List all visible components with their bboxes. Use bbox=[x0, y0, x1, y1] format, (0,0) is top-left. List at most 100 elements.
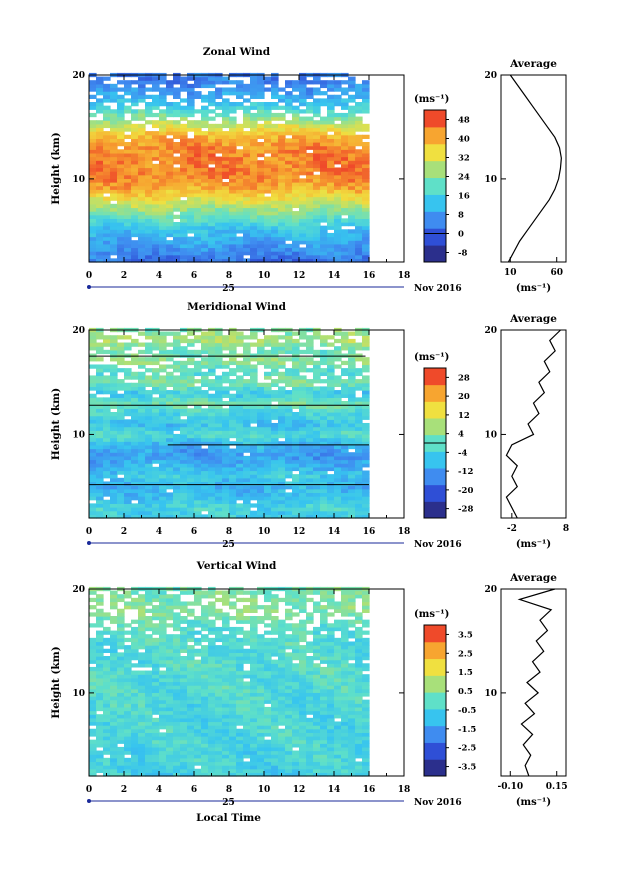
heatmap-cell bbox=[96, 174, 104, 179]
heatmap-cell bbox=[145, 703, 153, 708]
heatmap-cell bbox=[201, 692, 209, 697]
heatmap-cell bbox=[306, 192, 314, 198]
heatmap-cell bbox=[334, 94, 342, 99]
heatmap-cell bbox=[208, 364, 216, 369]
heatmap-cell bbox=[264, 761, 272, 766]
heatmap-cell bbox=[348, 444, 356, 450]
heatmap-cell bbox=[229, 470, 237, 475]
heatmap-cell bbox=[103, 444, 111, 450]
heatmap-cell bbox=[341, 728, 349, 733]
heatmap-cell bbox=[264, 123, 272, 129]
heatmap-cell bbox=[362, 382, 370, 387]
heatmap-cell bbox=[320, 728, 328, 733]
heatmap-cell bbox=[173, 185, 181, 190]
heatmap-cell bbox=[320, 496, 328, 501]
heatmap-cell bbox=[327, 743, 335, 748]
heatmap-cell bbox=[306, 160, 314, 165]
heatmap-cell bbox=[285, 426, 293, 431]
heatmap-cell bbox=[159, 404, 167, 409]
heatmap-cell bbox=[222, 507, 230, 512]
heatmap-cell bbox=[285, 459, 293, 464]
heatmap-cell bbox=[194, 152, 202, 158]
heatmap-cell bbox=[159, 507, 167, 512]
heatmap-cell bbox=[208, 346, 216, 351]
heatmap-cell bbox=[145, 419, 153, 424]
heatmap-cell bbox=[138, 232, 146, 238]
heatmap-cell bbox=[138, 688, 146, 693]
heatmap-cell bbox=[201, 725, 209, 730]
heatmap-cell bbox=[138, 91, 146, 96]
heatmap-cell bbox=[103, 717, 111, 723]
heatmap-cell bbox=[222, 142, 230, 147]
heatmap-cell bbox=[89, 688, 97, 693]
heatmap-cell bbox=[152, 430, 160, 435]
heatmap-cell bbox=[236, 677, 244, 683]
heatmap-cell bbox=[96, 514, 104, 519]
heatmap-cell bbox=[327, 765, 335, 770]
heatmap-cell bbox=[194, 364, 202, 369]
average-title: Average bbox=[509, 58, 557, 70]
heatmap-cell bbox=[271, 247, 279, 252]
heatmap-cell bbox=[138, 430, 146, 435]
heatmap-cell bbox=[229, 699, 237, 704]
heatmap-cell bbox=[257, 444, 265, 450]
heatmap-cell bbox=[355, 448, 363, 453]
heatmap-cell bbox=[257, 404, 265, 409]
heatmap-cell bbox=[257, 492, 265, 497]
heatmap-cell bbox=[271, 485, 279, 490]
heatmap-cell bbox=[243, 688, 251, 693]
heatmap-cell bbox=[215, 768, 223, 773]
heatmap-cell bbox=[243, 211, 251, 216]
heatmap-cell bbox=[145, 485, 153, 490]
colorbar-tick-label: 8 bbox=[458, 211, 464, 221]
heatmap-cell bbox=[152, 123, 160, 129]
heatmap-cell bbox=[236, 714, 244, 719]
heatmap-cell bbox=[187, 360, 195, 366]
heatmap-cell bbox=[355, 182, 363, 187]
heatmap-cell bbox=[110, 138, 118, 143]
heatmap-cell bbox=[320, 761, 328, 766]
heatmap-cell bbox=[187, 379, 195, 384]
heatmap-cell bbox=[292, 496, 300, 501]
heatmap-cell bbox=[180, 123, 188, 129]
heatmap-cell bbox=[271, 514, 279, 519]
colorbar-segment bbox=[424, 177, 446, 195]
heatmap-cell bbox=[278, 167, 286, 172]
heatmap-cell bbox=[243, 178, 251, 183]
heatmap-cell bbox=[173, 203, 181, 209]
heatmap-cell bbox=[138, 152, 146, 158]
heatmap-cell bbox=[103, 703, 111, 708]
heatmap-cell bbox=[215, 171, 223, 176]
heatmap-cell bbox=[173, 699, 181, 704]
heatmap-cell bbox=[278, 717, 286, 723]
heatmap-cell bbox=[194, 706, 202, 712]
heatmap-cell bbox=[89, 441, 97, 446]
heatmap-cell bbox=[173, 736, 181, 741]
heatmap-cell bbox=[96, 474, 104, 479]
heatmap-cell bbox=[257, 185, 265, 190]
heatmap-cell bbox=[180, 127, 188, 132]
heatmap-cell bbox=[229, 379, 237, 384]
heatmap-cell bbox=[278, 229, 286, 234]
heatmap-cell bbox=[138, 222, 146, 227]
heatmap-cell bbox=[201, 397, 209, 402]
heatmap-cell bbox=[306, 422, 314, 428]
heatmap-cell bbox=[180, 368, 188, 373]
heatmap-cell bbox=[236, 411, 244, 417]
heatmap-cell bbox=[278, 379, 286, 384]
heatmap-cell bbox=[166, 163, 174, 169]
heatmap-cell bbox=[362, 710, 370, 715]
heatmap-cell bbox=[320, 743, 328, 748]
heatmap-cell bbox=[187, 178, 195, 183]
heatmap-cell bbox=[229, 160, 237, 165]
heatmap-cell bbox=[166, 426, 174, 431]
heatmap-cell bbox=[341, 514, 349, 519]
heatmap-cell bbox=[271, 152, 279, 158]
heatmap-cell bbox=[145, 243, 153, 249]
colorbar-tick-label: -12 bbox=[458, 467, 473, 477]
heatmap-cell bbox=[355, 167, 363, 172]
heatmap-cell bbox=[215, 229, 223, 234]
heatmap-cell bbox=[110, 382, 118, 387]
heatmap-cell bbox=[96, 754, 104, 759]
heatmap-cell bbox=[89, 757, 97, 763]
